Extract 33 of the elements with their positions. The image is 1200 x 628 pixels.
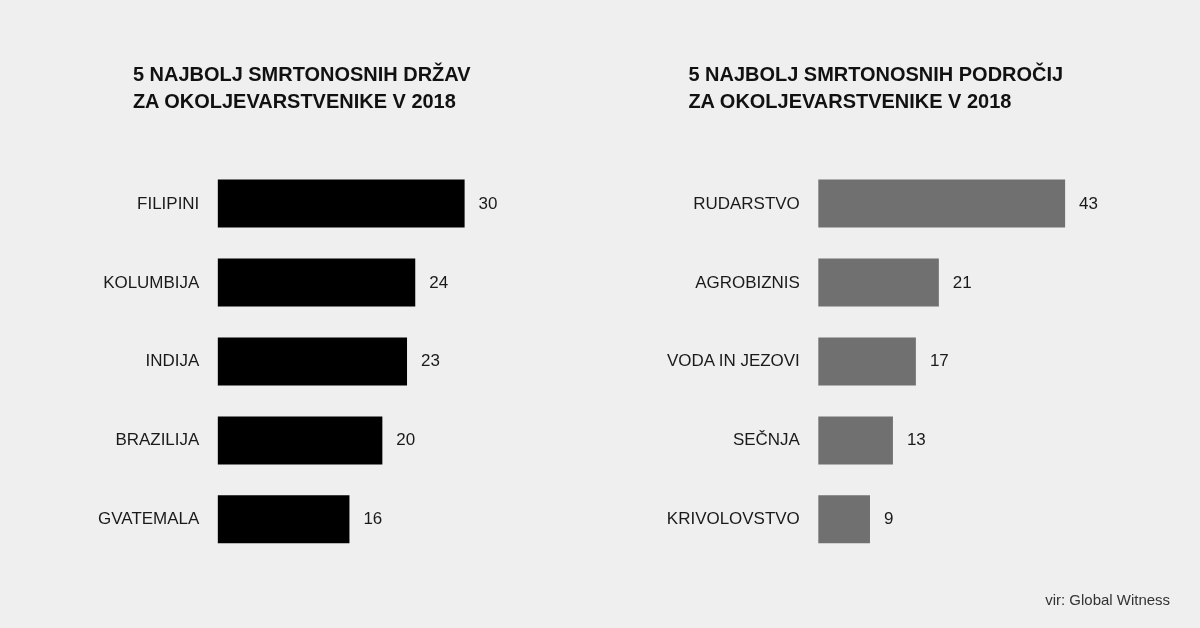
data-label: 24 — [429, 272, 449, 292]
y-tick-label: SEČNJA — [732, 430, 801, 450]
y-tick-label: KRIVOLOVSTVO — [666, 509, 800, 529]
bar — [217, 416, 383, 465]
bar — [217, 495, 350, 544]
y-tick-label: RUDARSTVO — [693, 193, 800, 213]
y-tick-label: BRAZILIJA — [115, 430, 200, 450]
bar — [818, 258, 939, 307]
chart-title: 5 NAJBOLJ SMRTONOSNIH DRŽAV ZA OKOLJEVARSTVENIKE V 2018 — [132, 62, 472, 113]
bar — [217, 179, 465, 228]
y-tick-label: GVATEMALA — [98, 509, 200, 529]
y-tick-label: KOLUMBIJA — [103, 272, 201, 292]
chart-title: 5 NAJBOLJ SMRTONOSNIH PODROČIJ ZA OKOLJEVARSTVENIKE V 2018 — [688, 62, 1064, 113]
data-label: 23 — [421, 351, 440, 371]
bar — [818, 179, 1066, 228]
y-tick-label: INDIJA — [145, 351, 201, 371]
bar — [217, 337, 408, 386]
y-tick-label: AGROBIZNIS — [695, 272, 800, 292]
data-label: 43 — [1079, 193, 1098, 213]
data-label: 16 — [363, 509, 383, 529]
data-label: 20 — [396, 430, 416, 450]
bar — [818, 416, 893, 465]
bar — [217, 258, 416, 307]
bar — [818, 337, 916, 386]
data-label: 17 — [929, 351, 949, 371]
data-label: 9 — [883, 509, 894, 529]
data-label: 21 — [952, 272, 972, 292]
data-label: 13 — [906, 430, 926, 450]
bar — [818, 495, 870, 544]
y-tick-label: FILIPINI — [137, 193, 200, 213]
data-label: 30 — [478, 193, 498, 213]
text: vir: Global Witness — [1045, 590, 1171, 608]
y-tick-label: VODA IN JEZOVI — [666, 351, 800, 371]
